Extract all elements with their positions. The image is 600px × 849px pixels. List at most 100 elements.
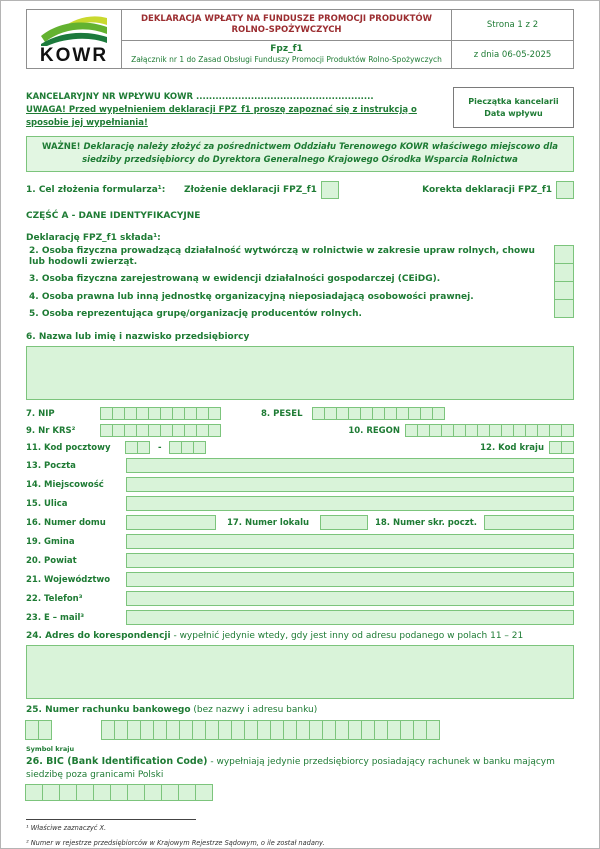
important-notice: WAŻNE! Deklarację należy złożyć za pośre…: [26, 136, 574, 172]
country-symbol-label: Symbol kraju: [26, 745, 75, 754]
input-cell[interactable]: [76, 784, 94, 802]
name-field[interactable]: [26, 346, 574, 401]
house-no-label: 16. Numer domu: [26, 517, 106, 528]
email-field[interactable]: [126, 610, 574, 626]
krs-label: 9. Nr KRS²: [26, 425, 76, 436]
correspondence-label: 24. Adres do korespondencji: [26, 631, 171, 642]
input-cell[interactable]: [192, 720, 207, 741]
input-cell[interactable]: [93, 784, 111, 802]
input-cell[interactable]: [309, 720, 324, 741]
bank-country-grid: [25, 720, 52, 741]
input-cell[interactable]: [296, 720, 311, 741]
input-cell[interactable]: [137, 441, 150, 455]
input-cell[interactable]: [205, 720, 220, 741]
input-cell[interactable]: [374, 720, 389, 741]
country-code-grid: [549, 441, 574, 455]
input-cell[interactable]: [426, 720, 441, 741]
apartment-no-field[interactable]: [320, 515, 368, 531]
bic-note: - wypełniają jedynie przedsiębiorcy posi…: [26, 757, 555, 780]
county-field[interactable]: [126, 553, 574, 569]
part-a-heading: CZĘŚĆ A - DANE IDENTYFIKACYJNE: [26, 210, 201, 221]
input-cell[interactable]: [179, 720, 194, 741]
input-cell[interactable]: [153, 720, 168, 741]
post-office-field[interactable]: [126, 458, 574, 474]
notice-prefix: WAŻNE!: [42, 142, 81, 153]
input-cell[interactable]: [25, 784, 43, 802]
input-cell[interactable]: [208, 407, 221, 421]
house-no-field[interactable]: [126, 515, 216, 531]
city-field[interactable]: [126, 477, 574, 493]
footnote-1: ¹ Właściwe zaznaczyć X.: [26, 824, 107, 833]
street-field[interactable]: [126, 496, 574, 512]
input-cell[interactable]: [257, 720, 272, 741]
phone-label: 22. Telefon³: [26, 593, 83, 604]
input-cell[interactable]: [166, 720, 181, 741]
input-cell[interactable]: [101, 720, 116, 741]
input-cell[interactable]: [110, 784, 128, 802]
input-cell[interactable]: [192, 441, 206, 455]
bic-label: 26. BIC (Bank Identification Code): [26, 756, 208, 768]
po-box-field[interactable]: [484, 515, 574, 531]
bank-account-note: (bez nazwy i adresu banku): [190, 705, 318, 716]
commune-field[interactable]: [126, 534, 574, 550]
input-cell[interactable]: [413, 720, 428, 741]
input-cell[interactable]: [114, 720, 129, 741]
footnote-separator: [26, 819, 196, 821]
input-cell[interactable]: [432, 407, 445, 421]
registry-number-label: KANCELARYJNY NR WPŁYWU KOWR ............…: [26, 92, 374, 103]
page-number: Strona 1 z 2: [451, 10, 573, 41]
input-cell[interactable]: [335, 720, 350, 741]
correspondence-address-field[interactable]: [26, 645, 574, 700]
postal-code-grid-a: [125, 441, 150, 455]
country-code-label: 12. Kod kraju: [480, 442, 544, 453]
email-label: 23. E – mail³: [26, 612, 85, 623]
input-cell[interactable]: [127, 720, 142, 741]
input-cell[interactable]: [161, 784, 179, 802]
input-cell[interactable]: [59, 784, 77, 802]
declarer-item-2: 2. Osoba fizyczna prowadzącą działalność…: [29, 245, 535, 268]
stamp-label-1: Pieczątka kancelarii: [468, 96, 559, 106]
input-cell[interactable]: [38, 720, 52, 741]
submit-declaration-checkbox[interactable]: [320, 180, 339, 199]
input-cell[interactable]: [25, 720, 39, 741]
input-cell[interactable]: [400, 720, 415, 741]
krs-input-grid: [100, 424, 221, 438]
input-cell[interactable]: [42, 784, 60, 802]
input-cell[interactable]: [561, 441, 574, 455]
office-stamp-box: Pieczątka kancelarii Data wpływu: [452, 87, 574, 129]
input-cell[interactable]: [283, 720, 298, 741]
input-cell[interactable]: [218, 720, 233, 741]
input-cell[interactable]: [270, 720, 285, 741]
declarer-5-checkbox[interactable]: [554, 298, 574, 318]
submit-option-label: Złożenie deklaracji FPZ_f1: [184, 184, 317, 195]
input-cell[interactable]: [208, 424, 221, 438]
input-cell[interactable]: [127, 784, 145, 802]
input-cell[interactable]: [361, 720, 376, 741]
input-cell[interactable]: [195, 784, 213, 802]
nip-input-grid: [100, 407, 221, 421]
input-cell[interactable]: [561, 424, 574, 438]
footnote-2: ² Numer w rejestrze przedsiębiorców w Kr…: [26, 838, 325, 847]
declarer-item-4: 4. Osoba prawna lub inną jednostkę organ…: [29, 291, 474, 302]
phone-field[interactable]: [126, 591, 574, 607]
voivodeship-field[interactable]: [126, 572, 574, 588]
declarer-intro: Deklarację FPZ_f1 składa¹:: [26, 232, 161, 243]
input-cell[interactable]: [144, 784, 162, 802]
declarer-3-checkbox[interactable]: [554, 262, 574, 282]
declarer-4-checkbox[interactable]: [554, 280, 574, 300]
kowr-logo: KOWR: [27, 10, 122, 69]
input-cell[interactable]: [178, 784, 196, 802]
input-cell[interactable]: [244, 720, 259, 741]
po-box-label: 18. Numer skr. poczt.: [374, 517, 478, 528]
declarer-2-checkbox[interactable]: [554, 244, 574, 264]
input-cell[interactable]: [140, 720, 155, 741]
kowr-logo-text: KOWR: [39, 44, 109, 66]
county-label: 20. Powiat: [26, 555, 77, 566]
stamp-label-2: Data wpływu: [484, 108, 543, 118]
input-cell[interactable]: [348, 720, 363, 741]
correction-declaration-checkbox[interactable]: [556, 180, 574, 199]
input-cell[interactable]: [322, 720, 337, 741]
input-cell[interactable]: [387, 720, 402, 741]
input-cell[interactable]: [231, 720, 246, 741]
post-office-label: 13. Poczta: [26, 460, 76, 471]
